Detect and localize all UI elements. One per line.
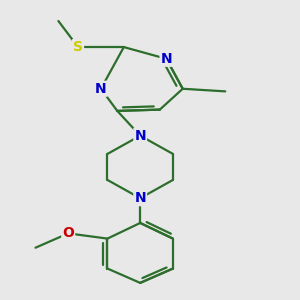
Text: N: N: [134, 129, 146, 143]
Text: O: O: [62, 226, 74, 240]
Text: N: N: [134, 191, 146, 205]
Text: N: N: [160, 52, 172, 66]
Text: N: N: [95, 82, 107, 96]
Text: S: S: [73, 40, 83, 54]
